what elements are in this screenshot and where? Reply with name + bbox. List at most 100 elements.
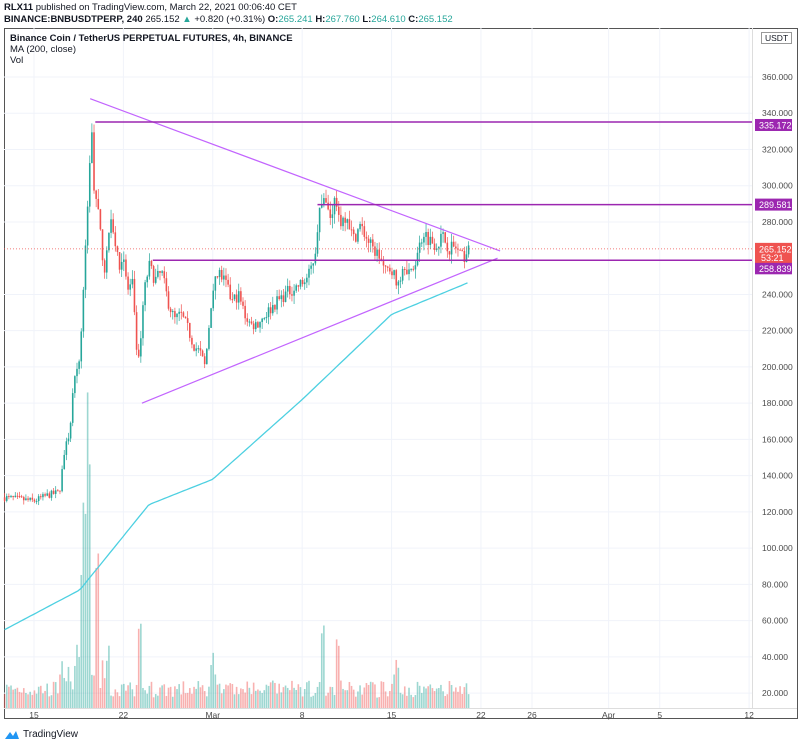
volume-bar [306, 682, 308, 708]
volume-bar [54, 682, 57, 708]
volume-bar [80, 574, 83, 708]
candle-body [199, 348, 202, 351]
candle-body [191, 337, 193, 345]
candle-body [88, 163, 91, 207]
candle-body [365, 236, 368, 239]
volume-bar [420, 692, 423, 708]
time-tick-label: Mar [205, 710, 220, 720]
candle-body [340, 214, 342, 227]
candle-body [416, 252, 419, 266]
candle-body [231, 299, 234, 301]
candle-body [93, 132, 95, 191]
candle-body [312, 263, 315, 266]
currency-label[interactable]: USDT [761, 32, 793, 44]
volume-bar [50, 695, 53, 708]
volume-bar [299, 687, 302, 708]
candle-body [214, 276, 217, 291]
price-tick-label: 160.000 [762, 434, 793, 444]
time-axis[interactable]: 15 22 Mar 8 15 22 26 Apr 5 12 [29, 710, 754, 720]
volume-bar [93, 675, 95, 708]
candle-body [152, 266, 155, 283]
author-name[interactable]: RLX11 [4, 2, 34, 13]
candle-body [335, 197, 338, 207]
candle-body [80, 331, 83, 362]
candle-body [184, 316, 187, 319]
candle-body [16, 495, 19, 497]
candle-body [188, 322, 191, 338]
volume-bar [286, 687, 289, 708]
volume-bar [329, 686, 332, 708]
price-axis[interactable]: 360.000 340.000 320.000 300.000 280.000 240.0… [762, 72, 793, 698]
candle-body [386, 266, 389, 268]
price-tick-label: 60.000 [762, 616, 788, 626]
candle-body [118, 252, 121, 270]
candle-body [31, 497, 34, 500]
legend-vol[interactable]: Vol [10, 55, 24, 66]
time-tick-label: 22 [119, 710, 129, 720]
volume-bar [276, 693, 278, 708]
volume-bar [450, 685, 453, 708]
volume-bar [376, 697, 378, 708]
volume-bar [435, 688, 438, 708]
volume-bar [108, 645, 110, 708]
brand-name: TradingView [23, 729, 79, 740]
volume-bar [69, 681, 72, 708]
candle-body [303, 282, 306, 285]
candle-body [444, 232, 446, 243]
candle-body [227, 279, 229, 285]
candle-body [376, 249, 378, 256]
candle-body [154, 276, 157, 283]
candle-body [316, 232, 319, 254]
volume-bar [399, 692, 402, 708]
candle-body [61, 469, 63, 492]
volume-bar [250, 694, 253, 708]
candle-body [208, 327, 210, 349]
candle-body [244, 305, 246, 319]
volume-bar [408, 687, 410, 708]
volume-bar [429, 684, 432, 708]
volume-bar [159, 687, 161, 708]
candle-body [95, 190, 97, 199]
volume-bar [29, 691, 31, 708]
volume-bar [57, 693, 59, 708]
volume-bar [31, 694, 34, 708]
volume-bar [459, 686, 461, 708]
candle-body [455, 246, 457, 249]
volume-bar [171, 696, 174, 708]
level-price-text: 289.581 [759, 200, 792, 210]
volume-bar [167, 687, 170, 708]
candle-body [395, 270, 398, 286]
volume-bar [129, 682, 132, 708]
candle-body [418, 242, 421, 253]
candle-body [71, 393, 74, 423]
low-value: 264.610 [371, 14, 406, 25]
drawings [4, 98, 752, 631]
candle-body [420, 242, 423, 244]
candle-body [331, 214, 334, 218]
candle-body [333, 197, 336, 215]
tradingview-logo[interactable]: TradingView [4, 729, 78, 740]
candle-body [406, 269, 408, 275]
candle-body [14, 495, 17, 498]
candle-body [393, 270, 395, 276]
candle-body [397, 281, 400, 286]
candle-body [429, 236, 432, 245]
candle-body [367, 238, 370, 243]
candle-body [346, 219, 349, 223]
volume-bar [461, 693, 464, 708]
candle-body [174, 311, 176, 318]
volume-bar [180, 694, 183, 708]
candle-body [86, 206, 89, 246]
close-value: 265.152 [418, 14, 453, 25]
volume-bar [337, 645, 340, 708]
candle-body [82, 289, 85, 332]
candle-body [348, 219, 351, 230]
candle-body [65, 441, 68, 455]
candles [3, 123, 470, 506]
candle-body [125, 259, 127, 277]
legend-ma[interactable]: MA (200, close) [10, 44, 76, 55]
legend-title: Binance Coin / TetherUS PERPETUAL FUTURE… [10, 33, 293, 44]
volume-bar [27, 694, 29, 708]
